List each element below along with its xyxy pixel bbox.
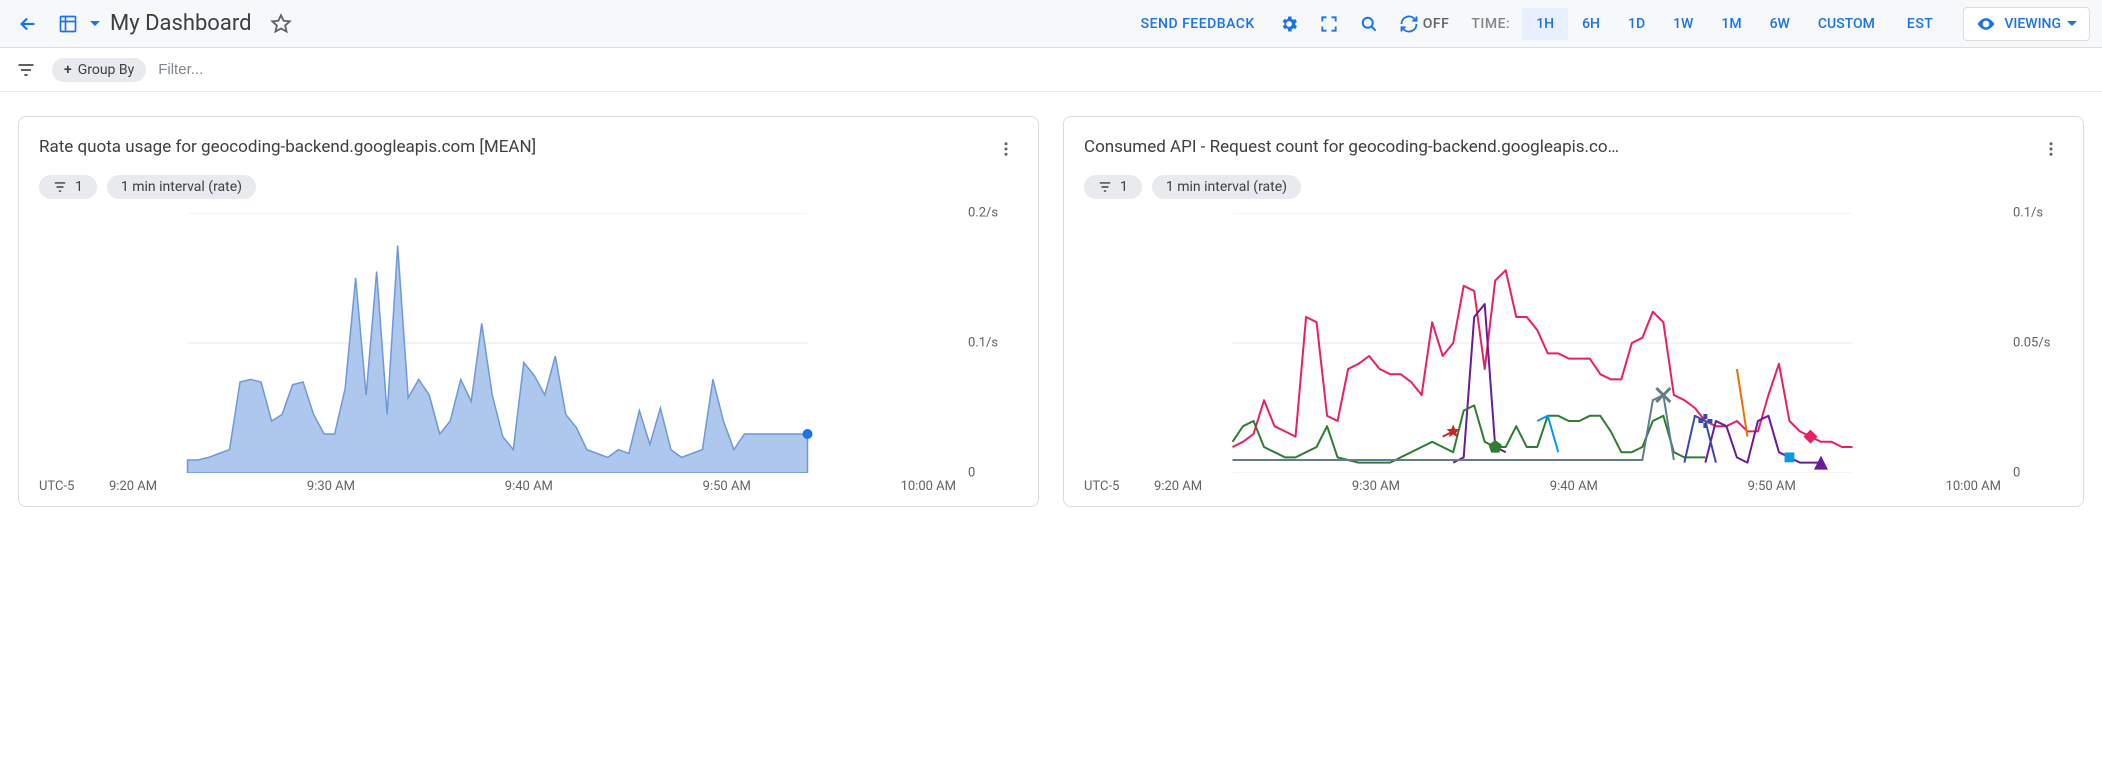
panel-request_count: Consumed API - Request count for geocodi… [1063, 116, 2084, 507]
send-feedback-button[interactable]: SEND FEEDBACK [1131, 10, 1265, 38]
dashboards-button[interactable] [52, 8, 84, 40]
time-range-1d[interactable]: 1D [1614, 8, 1659, 40]
x-tick-label: 10:00 AM [901, 479, 956, 494]
group-by-label: Group By [78, 62, 135, 78]
interval-chip-label: 1 min interval (rate) [121, 179, 242, 195]
filter-lines-icon [12, 60, 40, 80]
y-tick-label: 0 [2013, 466, 2020, 481]
time-range-group: 1H6H1D1W1M6WCUSTOM [1522, 8, 1889, 40]
y-axis: 00.1/s0.2/s [964, 213, 1018, 473]
y-tick-label: 0.05/s [2013, 336, 2050, 351]
x-axis-tz: UTC-5 [39, 479, 109, 494]
panel-menu-button[interactable] [2039, 137, 2063, 161]
filter-count-value: 1 [75, 179, 83, 195]
x-tick-label: 9:20 AM [1154, 479, 1202, 494]
search-metrics-button[interactable] [1353, 8, 1385, 40]
back-button[interactable] [12, 8, 44, 40]
dashboard-grid-icon [52, 14, 84, 34]
star-button[interactable] [265, 8, 297, 40]
chevron-down-icon [2067, 21, 2077, 26]
time-range-custom[interactable]: CUSTOM [1804, 8, 1889, 40]
panel-title: Rate quota usage for geocoding-backend.g… [39, 137, 986, 157]
y-axis: 00.05/s0.1/s [2009, 213, 2063, 473]
time-range-6w[interactable]: 6W [1756, 8, 1804, 40]
x-axis-ticks: 9:20 AM 9:30 AM 9:40 AM 9:50 AM 10:00 AM [109, 479, 956, 494]
filter-toggle-button[interactable] [12, 56, 40, 84]
y-tick-label: 0 [968, 466, 975, 481]
filter-count-chip[interactable]: 1 [1084, 175, 1142, 199]
dashboard-dropdown-icon[interactable] [90, 21, 100, 26]
time-range-label: TIME: [1471, 16, 1510, 32]
page-title: My Dashboard [110, 11, 251, 36]
panel-menu-button[interactable] [994, 137, 1018, 161]
eye-icon [1976, 14, 1996, 34]
time-range-1h[interactable]: 1H [1522, 8, 1568, 40]
viewing-mode-label: VIEWING [2004, 16, 2061, 32]
x-tick-label: 10:00 AM [1946, 479, 2001, 494]
x-tick-label: 9:40 AM [505, 479, 553, 494]
chart-area [39, 213, 956, 473]
filter-input[interactable] [158, 61, 2090, 78]
plus-icon: + [64, 62, 72, 78]
x-tick-label: 9:20 AM [109, 479, 157, 494]
interval-chip-label: 1 min interval (rate) [1166, 179, 1287, 195]
x-axis-tz: UTC-5 [1084, 479, 1154, 494]
x-axis: UTC-5 9:20 AM 9:30 AM 9:40 AM 9:50 AM 10:00 … [39, 479, 1018, 494]
time-range-1m[interactable]: 1M [1707, 8, 1755, 40]
y-tick-label: 0.2/s [968, 206, 998, 221]
x-tick-label: 9:40 AM [1550, 479, 1598, 494]
timezone-button[interactable]: EST [1897, 10, 1943, 38]
star-outline-icon [265, 13, 297, 35]
interval-chip[interactable]: 1 min interval (rate) [107, 175, 256, 199]
funnel-icon [53, 180, 67, 194]
chart-plot[interactable] [39, 213, 956, 473]
auto-refresh-toggle[interactable]: OFF [1393, 14, 1456, 34]
loupe-icon [1353, 14, 1385, 34]
arrow-left-icon [12, 13, 44, 35]
x-tick-label: 9:50 AM [1748, 479, 1796, 494]
y-tick-label: 0.1/s [968, 336, 998, 351]
x-tick-label: 9:30 AM [1352, 479, 1400, 494]
gear-icon [1273, 14, 1305, 34]
y-tick-label: 0.1/s [2013, 206, 2043, 221]
filter-bar: + Group By [0, 48, 2102, 92]
x-axis-ticks: 9:20 AM 9:30 AM 9:40 AM 9:50 AM 10:00 AM [1154, 479, 2001, 494]
group-by-chip[interactable]: + Group By [52, 58, 146, 82]
filter-count-chip[interactable]: 1 [39, 175, 97, 199]
fullscreen-button[interactable] [1313, 8, 1345, 40]
funnel-icon [1098, 180, 1112, 194]
fullscreen-icon [1313, 14, 1345, 34]
refresh-icon [1399, 14, 1419, 34]
interval-chip[interactable]: 1 min interval (rate) [1152, 175, 1301, 199]
time-range-6h[interactable]: 6H [1568, 8, 1614, 40]
kebab-icon [2039, 140, 2063, 158]
filter-count-value: 1 [1120, 179, 1128, 195]
x-tick-label: 9:50 AM [703, 479, 751, 494]
x-tick-label: 9:30 AM [307, 479, 355, 494]
top-toolbar: My Dashboard SEND FEEDBACK OFF TIME: 1H6… [0, 0, 2102, 48]
chart-plot[interactable] [1084, 213, 2001, 473]
settings-button[interactable] [1273, 8, 1305, 40]
x-axis: UTC-5 9:20 AM 9:30 AM 9:40 AM 9:50 AM 10:00 … [1084, 479, 2063, 494]
panel-title: Consumed API - Request count for geocodi… [1084, 137, 2031, 157]
chart-area [1084, 213, 2001, 473]
panel-rate_quota: Rate quota usage for geocoding-backend.g… [18, 116, 1039, 507]
auto-refresh-state: OFF [1423, 16, 1450, 32]
kebab-icon [994, 140, 1018, 158]
viewing-mode-button[interactable]: VIEWING [1963, 7, 2090, 41]
time-range-1w[interactable]: 1W [1659, 8, 1707, 40]
panels-container: Rate quota usage for geocoding-backend.g… [0, 92, 2102, 531]
